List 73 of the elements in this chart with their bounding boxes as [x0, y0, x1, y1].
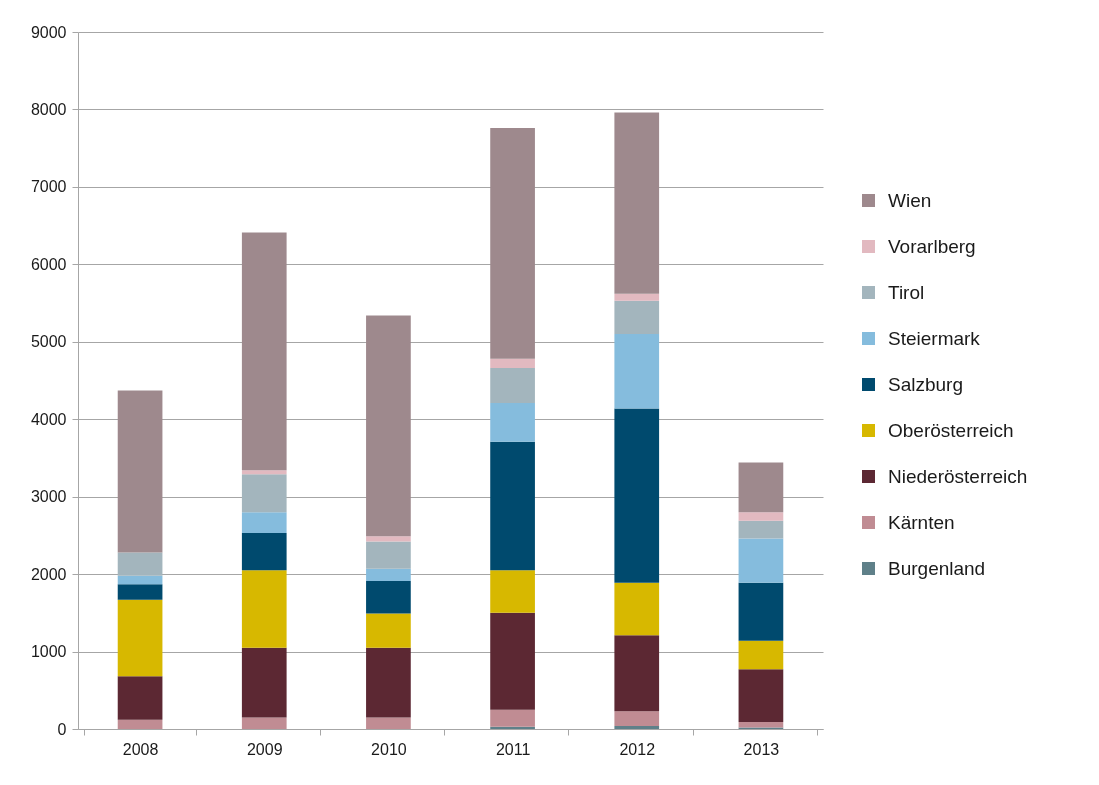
legend-label: Niederösterreich	[888, 465, 1028, 487]
y-tick-label: 5000	[30, 333, 67, 351]
bar	[614, 112, 660, 294]
bar	[117, 584, 163, 600]
y-tick-label: 8000	[30, 100, 67, 118]
x-tick-label: 2008	[122, 740, 159, 758]
x-tick-label: 2013	[743, 740, 780, 758]
bar	[241, 232, 287, 471]
legend-label: Steiermark	[888, 327, 981, 349]
x-tick-label: 2012	[619, 740, 656, 758]
bar	[366, 568, 411, 582]
bar	[490, 358, 535, 369]
bar	[366, 613, 411, 648]
bar	[614, 635, 660, 712]
bar	[490, 368, 535, 403]
bar	[490, 128, 535, 359]
bar	[614, 408, 660, 583]
bar	[366, 717, 411, 729]
legend-label: Wien	[888, 189, 932, 211]
bar	[490, 612, 535, 710]
legend-label: Oberösterreich	[888, 419, 1014, 441]
y-tick-label: 1000	[30, 643, 67, 661]
bar	[366, 315, 411, 537]
bar	[241, 512, 287, 534]
bar	[614, 293, 660, 301]
bar	[738, 640, 784, 670]
bar	[738, 582, 784, 641]
bar	[738, 520, 784, 539]
x-tick-label: 2009	[246, 740, 283, 758]
y-tick-label: 6000	[30, 255, 67, 273]
bar	[490, 441, 535, 571]
bar	[366, 536, 411, 542]
legend-label: Tirol	[888, 281, 925, 303]
y-tick-label: 0	[57, 720, 67, 738]
bar	[241, 717, 287, 729]
legend-label: Burgenland	[888, 557, 986, 579]
bar	[366, 581, 411, 614]
bar	[241, 470, 287, 475]
bar	[738, 722, 784, 728]
y-tick-label: 4000	[30, 410, 67, 428]
bar	[117, 552, 163, 576]
bar	[117, 575, 163, 585]
y-tick-label: 9000	[30, 23, 67, 41]
bar	[614, 725, 660, 729]
bar	[738, 669, 784, 723]
x-tick-label: 2011	[495, 740, 531, 758]
y-tick-label: 3000	[30, 488, 67, 506]
bar	[117, 676, 163, 720]
bar	[738, 538, 784, 583]
bar	[117, 719, 163, 729]
x-tick-label: 2010	[371, 740, 407, 758]
legend-label: Kärnten	[888, 511, 955, 533]
legend-label: Vorarlberg	[888, 235, 976, 257]
bar	[366, 647, 411, 718]
bar	[614, 582, 660, 636]
bar	[241, 474, 287, 513]
bar	[490, 709, 535, 727]
bar	[738, 462, 784, 513]
bar	[241, 570, 287, 648]
bar	[738, 512, 784, 521]
bar	[241, 533, 287, 571]
bar	[490, 402, 535, 442]
bar	[117, 599, 163, 677]
bar	[614, 334, 660, 409]
bar	[614, 711, 660, 726]
y-tick-label: 7000	[30, 178, 67, 196]
y-tick-label: 2000	[30, 565, 67, 583]
bar	[490, 570, 535, 613]
bar	[614, 300, 660, 335]
bar	[117, 390, 163, 553]
legend-label: Salzburg	[888, 373, 963, 395]
bar	[241, 647, 287, 718]
bar	[366, 541, 411, 569]
